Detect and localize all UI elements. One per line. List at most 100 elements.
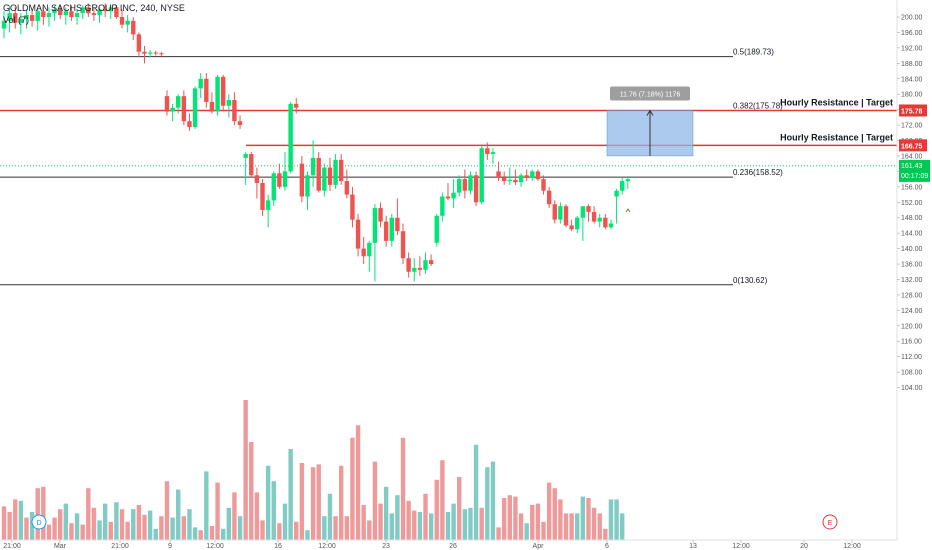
volume-bar	[383, 486, 389, 540]
volume-bar	[507, 495, 512, 540]
candle-body	[41, 11, 46, 17]
volume-bar	[108, 521, 113, 540]
resistance-price-badge	[899, 104, 927, 117]
candle-body	[412, 267, 417, 272]
volume-bar	[434, 479, 439, 540]
volume-bar	[164, 481, 170, 540]
current-price-badge	[899, 159, 930, 182]
volume-bar	[552, 488, 557, 540]
volume-bar	[389, 513, 394, 540]
volume-bar	[546, 482, 552, 540]
resistance-label: Hourly Resistance | Target	[780, 132, 893, 142]
overlay-layer: 11.76 (7.18%) 1176 D E	[31, 86, 838, 530]
volume-bar	[518, 513, 524, 540]
time-tick-label: 13	[689, 543, 697, 550]
volume-bar	[52, 517, 57, 540]
candle-body	[243, 154, 248, 158]
candle-body	[46, 13, 52, 17]
candle-body	[479, 148, 484, 203]
time-tick-label: 16	[274, 543, 282, 550]
candle-body	[299, 163, 305, 197]
volume-bar	[496, 527, 501, 540]
candle-body	[451, 192, 456, 199]
volume-bar	[277, 523, 282, 540]
dividend-marker-icon	[31, 514, 47, 530]
volume-bar	[580, 496, 586, 540]
volume-bar	[367, 520, 372, 540]
volume-bar	[254, 492, 260, 540]
fib-level-label: 0.382(175.78)	[733, 101, 783, 110]
volume-bar	[350, 437, 355, 540]
candle-body	[586, 206, 591, 212]
volume-bar	[232, 492, 237, 540]
price-tick-label: 164.00	[901, 153, 923, 160]
candle-body	[18, 18, 24, 23]
candle-body	[131, 20, 136, 35]
fib-level-label: 0(130.62)	[733, 276, 768, 285]
earnings-marker-icon	[822, 514, 838, 530]
candle-body	[153, 52, 158, 54]
price-axis[interactable]: 200.00196.00192.00188.00184.00180.00176.…	[896, 0, 930, 540]
volume-bar	[41, 486, 46, 540]
candle-body	[350, 194, 355, 220]
candle-layer	[1, 3, 631, 282]
volume-bar	[524, 523, 529, 540]
volume-bar	[451, 503, 456, 540]
time-tick-label: 12:00	[318, 543, 336, 550]
volume-bar	[591, 507, 597, 540]
candle-body	[13, 13, 18, 23]
price-tick-label: 136.00	[901, 262, 923, 269]
candle-body	[457, 179, 462, 193]
candle-body	[198, 78, 203, 89]
candle-body	[24, 15, 29, 19]
volume-bar	[91, 507, 97, 540]
candle-body	[389, 217, 394, 241]
volume-bar	[86, 488, 91, 540]
volume-bar	[13, 499, 18, 540]
volume-bar	[74, 513, 80, 540]
candle-body	[524, 175, 529, 178]
volume-layer	[1, 400, 625, 540]
volume-bar	[192, 527, 198, 540]
volume-bar	[614, 499, 619, 540]
volume-bar	[473, 444, 479, 540]
candle-body	[176, 96, 181, 108]
plot-area[interactable]	[0, 0, 897, 540]
time-axis[interactable]: 21:00 Mar 21:00 9 12:00 16 12:00 23 26 Apr 6 13 12:0…	[0, 539, 897, 550]
candle-body	[220, 76, 226, 106]
candle-body	[260, 182, 265, 210]
grid-layer: 0.5(189.73) 0.382(175.78) 0.236(158.52) 0(1…	[0, 48, 897, 286]
volume-bar	[322, 516, 327, 540]
price-tick-label: 124.00	[901, 308, 923, 315]
candle-body	[580, 206, 586, 218]
volume-bar	[339, 465, 344, 540]
candle-body	[603, 217, 608, 228]
candle-body	[232, 99, 237, 122]
candle-body	[97, 9, 102, 16]
candle-body	[558, 206, 563, 220]
candle-body	[63, 11, 69, 16]
price-tick-label: 184.00	[901, 76, 923, 83]
candle-body	[462, 179, 468, 191]
candle-body	[215, 76, 220, 112]
volume-bar	[35, 488, 40, 540]
price-tick-label: 172.00	[901, 123, 923, 130]
candle-body	[69, 11, 74, 17]
candle-body	[327, 167, 333, 185]
volume-bar	[271, 481, 276, 540]
candle-body	[417, 267, 423, 270]
volume-indicator-label: Vol (7)	[3, 15, 30, 25]
volume-bar	[479, 507, 484, 540]
volume-bar	[457, 477, 462, 540]
price-tick-label: 116.00	[901, 339, 922, 346]
candle-body	[86, 7, 91, 14]
price-tick-label: 148.00	[901, 215, 923, 222]
time-tick-label: 6	[605, 543, 609, 550]
volume-bar	[18, 500, 24, 540]
candle-body	[80, 7, 85, 14]
volume-bar	[46, 524, 52, 540]
volume-bar	[265, 465, 271, 540]
candle-body	[608, 223, 614, 228]
candle-body	[147, 52, 153, 54]
